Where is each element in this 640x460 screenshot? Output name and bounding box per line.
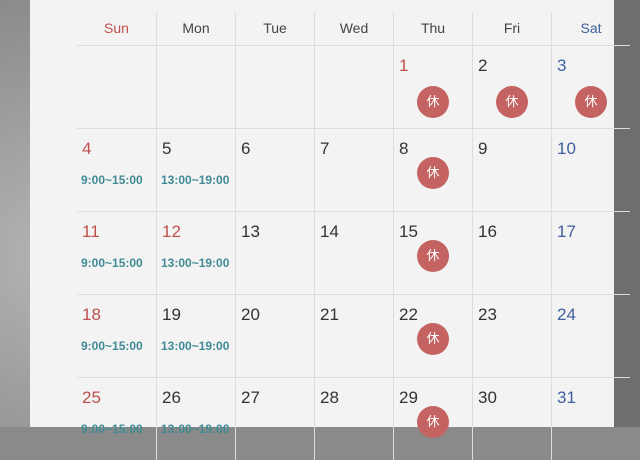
day-number: 30 [478,388,497,407]
day-number: 31 [557,388,576,407]
day-cell[interactable]: 13 [235,211,314,294]
day-number: 10 [557,139,576,158]
day-number: 21 [320,305,339,324]
day-cell[interactable]: 31 [551,377,630,460]
empty-cell [156,45,235,128]
day-cell[interactable]: 6 [235,128,314,211]
day-cell[interactable]: 25 9:00~15:00 [77,377,156,460]
day-number: 2 [478,56,488,75]
day-cell[interactable]: 27 [235,377,314,460]
day-number: 13 [241,222,260,241]
hours-label: 13:00~19:00 [161,339,230,353]
day-number: 23 [478,305,497,324]
day-number: 1 [399,56,409,75]
hours-label: 9:00~15:00 [81,173,143,187]
day-cell[interactable]: 28 [314,377,393,460]
day-number: 12 [162,222,181,241]
day-number: 15 [399,222,418,241]
day-number: 20 [241,305,260,324]
day-number: 16 [478,222,497,241]
day-number: 11 [82,222,100,241]
day-number: 18 [82,305,101,324]
weekday-header: Wed [314,12,393,45]
day-cell[interactable]: 24 [551,294,630,377]
day-number: 22 [399,305,418,324]
empty-cell [77,45,156,128]
day-cell[interactable]: 5 13:00~19:00 [156,128,235,211]
day-number: 8 [399,139,409,158]
empty-cell [235,45,314,128]
hours-label: 9:00~15:00 [81,256,143,270]
day-cell[interactable]: 26 13:00~19:00 [156,377,235,460]
day-cell[interactable]: 15 休 [393,211,472,294]
closed-badge: 休 [417,240,449,272]
day-cell[interactable]: 29 休 [393,377,472,460]
day-number: 14 [320,222,339,241]
day-cell[interactable]: 16 [472,211,551,294]
day-cell[interactable]: 20 [235,294,314,377]
closed-badge: 休 [417,406,449,438]
day-cell[interactable]: 7 [314,128,393,211]
closed-badge: 休 [575,86,607,118]
day-cell[interactable]: 14 [314,211,393,294]
day-cell[interactable]: 23 [472,294,551,377]
day-cell[interactable]: 21 [314,294,393,377]
day-number: 17 [557,222,576,241]
hours-label: 13:00~19:00 [161,256,230,270]
closed-badge: 休 [417,157,449,189]
day-cell[interactable]: 10 [551,128,630,211]
day-number: 24 [557,305,576,324]
day-cell[interactable]: 19 13:00~19:00 [156,294,235,377]
day-cell[interactable]: 4 9:00~15:00 [77,128,156,211]
hours-label: 9:00~15:00 [81,339,143,353]
hours-label: 9:00~15:00 [81,422,143,436]
hours-label: 13:00~19:00 [161,173,230,187]
day-cell[interactable]: 18 9:00~15:00 [77,294,156,377]
calendar-card: Sun Mon Tue Wed Thu Fri Sat 1 休 2 休 3 休 4 9:00~15:00 5 1… [30,0,630,460]
day-number: 9 [478,139,488,158]
day-number: 7 [320,139,330,158]
day-number: 25 [82,388,101,407]
closed-badge: 休 [496,86,528,118]
day-number: 26 [162,388,181,407]
day-number: 3 [557,56,567,75]
weekday-header: Thu [393,12,472,45]
closed-badge: 休 [417,323,449,355]
hours-label: 13:00~19:00 [161,422,230,436]
day-cell[interactable]: 12 13:00~19:00 [156,211,235,294]
weekday-header: Sat [551,12,630,45]
day-number: 5 [162,139,172,158]
day-number: 27 [241,388,260,407]
day-cell[interactable]: 11 9:00~15:00 [77,211,156,294]
day-cell[interactable]: 30 [472,377,551,460]
day-cell[interactable]: 9 [472,128,551,211]
weekday-header: Mon [156,12,235,45]
day-cell[interactable]: 22 休 [393,294,472,377]
closed-badge: 休 [417,86,449,118]
weekday-header: Tue [235,12,314,45]
day-number: 19 [162,305,181,324]
day-cell[interactable]: 17 [551,211,630,294]
weekday-header: Fri [472,12,551,45]
day-number: 6 [241,139,251,158]
day-number: 4 [82,139,92,158]
empty-cell [314,45,393,128]
day-number: 29 [399,388,418,407]
day-number: 28 [320,388,339,407]
weekday-header: Sun [104,20,129,36]
